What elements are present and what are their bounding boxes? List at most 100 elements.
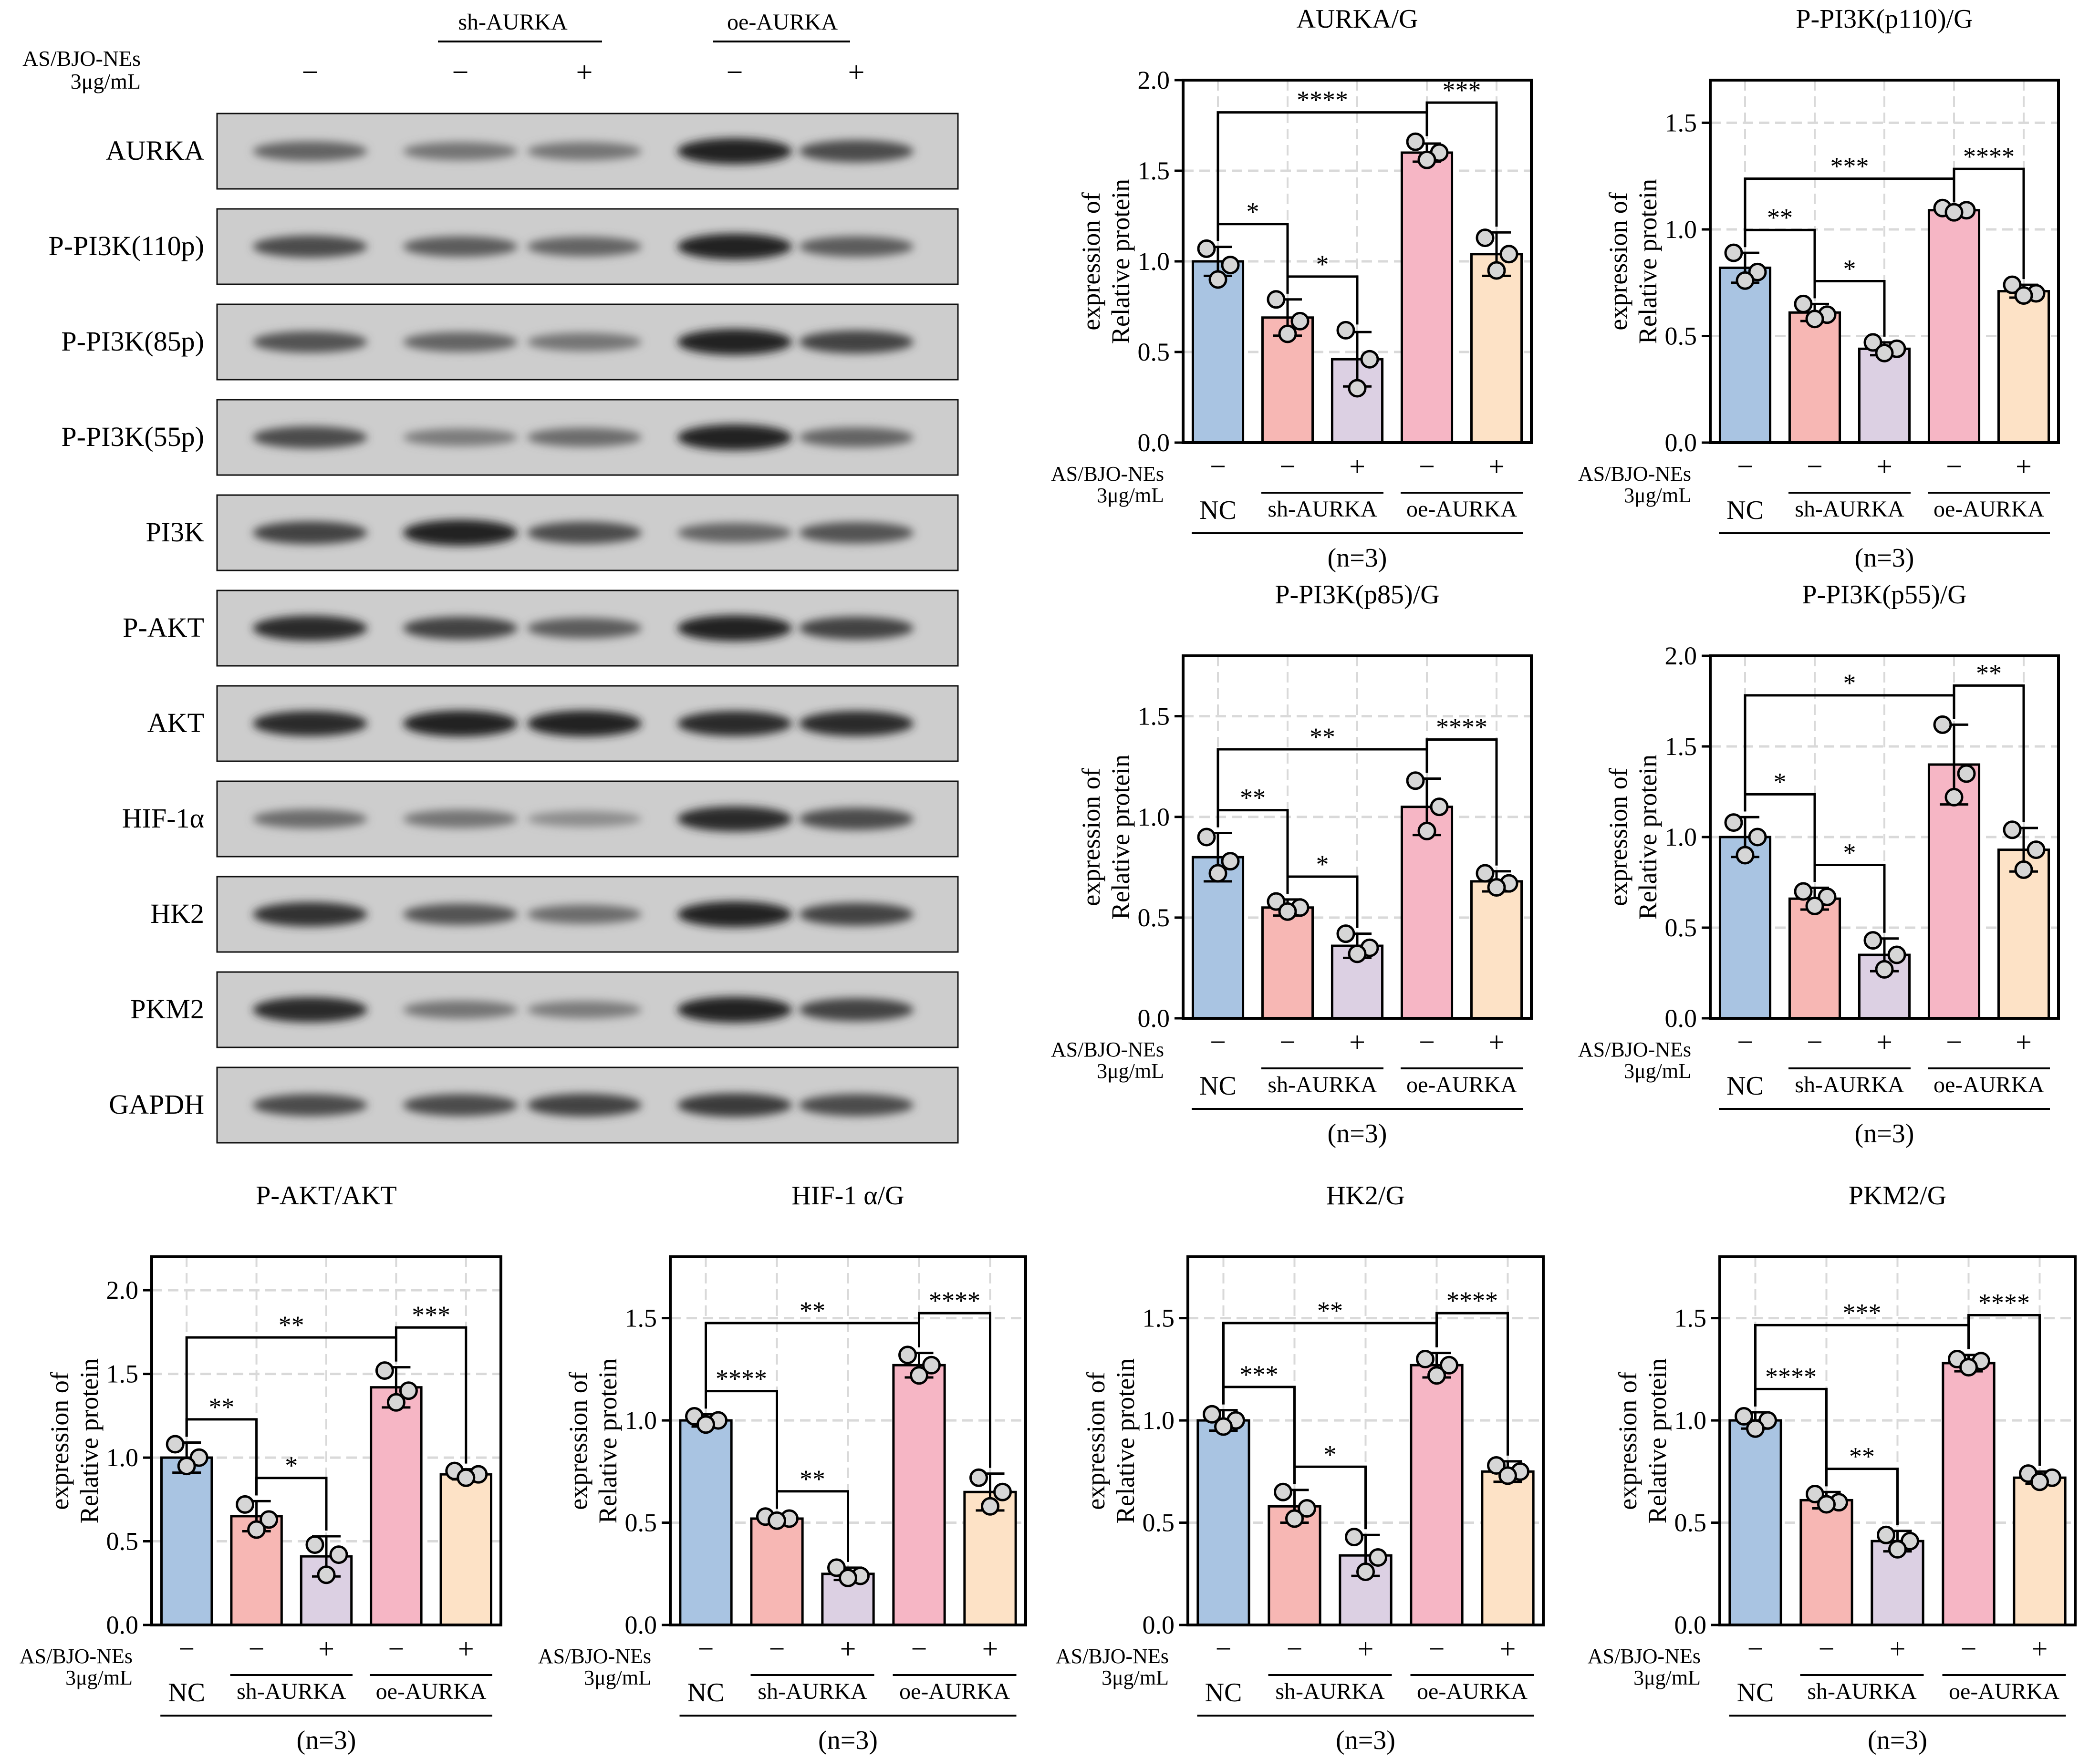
treatment-sign: −	[1807, 451, 1823, 482]
treatment-sign: −	[249, 1633, 265, 1665]
wb-band	[527, 428, 642, 447]
group-label: oe-AURKA	[1949, 1679, 2059, 1704]
wb-band	[403, 809, 518, 828]
y-axis-label: Relative protein	[593, 1358, 622, 1523]
wb-band	[799, 522, 914, 544]
wb-band	[677, 138, 792, 165]
data-point	[2014, 286, 2033, 305]
data-point	[697, 1415, 715, 1434]
treatment-sign: −	[1419, 1026, 1435, 1058]
bar-chart: P-PI3K(p110)/G****** ****0.00.51.01.5expr…	[1578, 4, 2060, 573]
y-axis-label: expression of	[1081, 1372, 1110, 1510]
wb-group-header-sh: sh-AURKA	[458, 10, 568, 35]
y-tick-label: 1.0	[1138, 247, 1170, 276]
treatment-sign: −	[1747, 1633, 1764, 1665]
group-label: sh-AURKA	[1795, 1072, 1904, 1097]
wb-band	[677, 233, 792, 260]
wb-band	[253, 615, 367, 641]
group-label: oe-AURKA	[1934, 1072, 2044, 1097]
data-point	[1806, 1485, 1824, 1504]
bar	[1400, 151, 1454, 444]
data-point	[898, 1345, 917, 1365]
data-point	[1863, 333, 1882, 352]
data-point	[981, 1497, 999, 1516]
significance-label: *	[285, 1451, 298, 1480]
y-axis-label: expression of	[1077, 768, 1105, 906]
data-point	[1877, 1525, 1895, 1544]
treatment-sign: +	[2016, 451, 2032, 482]
data-point	[1369, 1548, 1387, 1567]
y-tick-label: 0.5	[1138, 903, 1170, 932]
wb-band-label: PI3K	[146, 517, 205, 548]
data-point	[993, 1482, 1012, 1501]
bar	[2013, 1476, 2067, 1626]
significance-bracket	[1953, 684, 2025, 822]
data-point	[1476, 864, 1495, 883]
treatment-sign: −	[698, 1633, 714, 1665]
n-label: (n=3)	[1336, 1726, 1395, 1755]
y-tick-label: 1.5	[106, 1360, 139, 1388]
treatment-sign: +	[1876, 1026, 1892, 1058]
bar	[1927, 209, 1981, 444]
significance-label: *	[1324, 1440, 1337, 1469]
wb-band-label: PKM2	[130, 993, 204, 1024]
data-point	[1735, 1407, 1753, 1426]
wb-lane-sign: −	[452, 56, 469, 89]
significance-label: **	[1317, 1296, 1343, 1325]
significance-bracket	[1425, 101, 1498, 227]
treatment-sign: −	[1279, 451, 1296, 482]
wb-lane-sign: −	[727, 56, 743, 89]
data-point	[1203, 1405, 1221, 1424]
y-tick-label: 1.5	[1665, 108, 1697, 137]
data-point	[317, 1565, 336, 1584]
y-axis-label: expression of	[45, 1372, 74, 1510]
significance-label: *	[1247, 197, 1259, 226]
treatment-sign: −	[911, 1633, 927, 1665]
wb-lane-sign: +	[576, 56, 593, 89]
y-tick-label: 1.0	[1665, 823, 1697, 851]
y-tick-label: 1.5	[1138, 702, 1170, 731]
bar	[679, 1419, 733, 1626]
y-tick-label: 0.5	[625, 1509, 657, 1537]
data-point	[1487, 1456, 1506, 1475]
y-axis-label: expression of	[1604, 768, 1632, 906]
significance-label: *	[1316, 250, 1329, 279]
n-label: (n=3)	[1855, 543, 1914, 573]
group-label: NC	[1205, 1678, 1242, 1707]
wb-band	[253, 1094, 367, 1117]
treatment-dose: 3μg/mL	[65, 1666, 133, 1689]
plot-frame	[669, 1255, 1027, 1626]
wb-band	[677, 523, 792, 543]
data-point	[1208, 864, 1227, 883]
treatment-label: AS/BJO-NEs	[1051, 1038, 1164, 1061]
wb-group-header-oe: oe-AURKA	[727, 10, 838, 35]
data-point	[1959, 1358, 1978, 1377]
significance-label: **	[800, 1465, 825, 1493]
wb-band	[677, 329, 792, 355]
wb-row: HIF-1α	[122, 780, 959, 858]
significance-label: ****	[716, 1365, 767, 1393]
data-point	[1298, 1499, 1316, 1518]
plot-frame	[1718, 1255, 2077, 1626]
treatment-sign: −	[1961, 1633, 1977, 1665]
bar	[370, 1386, 423, 1626]
treatment-sign: −	[1429, 1633, 1445, 1665]
significance-label: **	[279, 1311, 304, 1339]
treatment-dose: 3μg/mL	[1097, 1059, 1164, 1083]
wb-band	[403, 1000, 518, 1019]
wb-band	[403, 1094, 518, 1117]
wb-band	[527, 142, 642, 161]
significance-label: **	[800, 1296, 825, 1325]
group-label: NC	[1199, 1071, 1237, 1101]
group-label: oe-AURKA	[376, 1679, 487, 1704]
wb-lane-signs: − − + − +	[302, 56, 865, 89]
treatment-label: AS/BJO-NEs	[1051, 462, 1164, 486]
data-point	[768, 1511, 786, 1530]
data-point	[1440, 1355, 1458, 1375]
data-point	[1805, 310, 1824, 329]
significance-label: ***	[1843, 1298, 1882, 1327]
wb-band	[527, 521, 642, 544]
y-axis-label: Relative protein	[1643, 1358, 1672, 1523]
group-label: NC	[1199, 496, 1237, 525]
